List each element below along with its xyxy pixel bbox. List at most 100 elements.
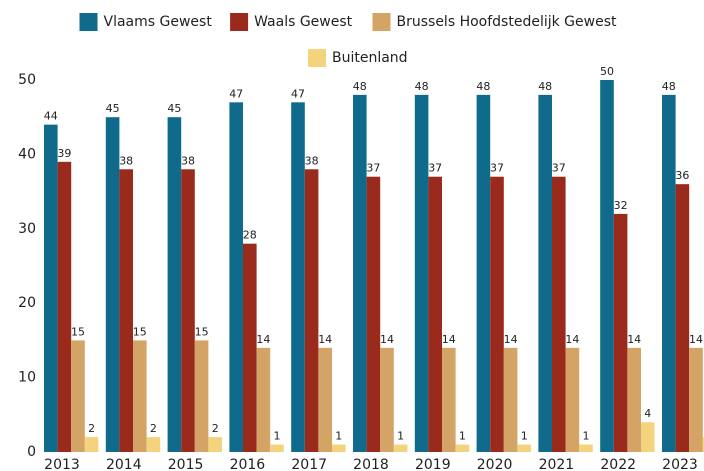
x-tick-label: 2023 — [662, 457, 698, 471]
bar — [702, 437, 704, 452]
data-label: 15 — [71, 325, 85, 338]
data-label: 48 — [662, 80, 676, 93]
data-label: 37 — [366, 162, 380, 175]
x-tick-label: 2022 — [600, 457, 636, 471]
x-tick-label: 2015 — [168, 457, 204, 471]
data-label: 44 — [44, 110, 58, 123]
bar — [270, 444, 284, 452]
data-label: 15 — [195, 325, 209, 338]
data-label: 1 — [274, 430, 281, 443]
bar — [146, 437, 161, 452]
bar — [256, 347, 271, 452]
x-tick-label: 2019 — [415, 457, 451, 471]
data-label: 39 — [57, 147, 71, 160]
x-tick-label: 2020 — [477, 457, 513, 471]
data-label: 14 — [565, 333, 579, 346]
bar — [579, 444, 593, 452]
bar — [565, 347, 580, 452]
data-label: 36 — [675, 169, 689, 182]
data-label: 1 — [397, 430, 404, 443]
bar — [332, 444, 346, 452]
data-label: 14 — [380, 333, 394, 346]
data-label: 1 — [459, 430, 466, 443]
bar — [689, 347, 703, 452]
data-label: 47 — [229, 87, 243, 100]
data-label: 14 — [627, 333, 641, 346]
bar — [393, 444, 408, 452]
bar — [71, 340, 85, 452]
bar — [304, 169, 319, 452]
x-tick-label: 2018 — [353, 457, 389, 471]
bar — [503, 347, 518, 452]
data-label: 2 — [88, 422, 95, 435]
bar — [476, 94, 491, 452]
bar — [181, 169, 195, 452]
bar — [119, 169, 133, 452]
x-tick-label: 2017 — [291, 457, 327, 471]
bar — [167, 117, 182, 452]
bar — [366, 176, 381, 452]
data-label: 32 — [614, 199, 628, 212]
data-label: 45 — [167, 102, 181, 115]
data-label: 38 — [181, 154, 195, 167]
legend-swatch — [230, 13, 249, 31]
bar — [291, 102, 305, 452]
bar — [380, 347, 394, 452]
bar — [455, 444, 470, 452]
bar — [194, 340, 209, 452]
bar — [57, 161, 72, 452]
data-label: 50 — [600, 65, 614, 78]
bar — [490, 176, 504, 452]
y-tick-label: 50 — [18, 72, 36, 88]
data-label: 14 — [318, 333, 332, 346]
bar — [442, 347, 456, 452]
legend-swatch — [308, 49, 326, 67]
data-label: 2 — [212, 422, 219, 435]
bar — [243, 243, 257, 452]
bar — [552, 176, 566, 452]
data-label: 4 — [644, 407, 651, 420]
bar — [353, 94, 367, 452]
data-label: 47 — [291, 87, 305, 100]
y-tick-label: 30 — [18, 221, 36, 237]
bar — [613, 213, 628, 452]
y-tick-label: 0 — [27, 444, 36, 460]
bar — [208, 437, 222, 452]
data-label: 1 — [521, 430, 528, 443]
data-label: 48 — [538, 80, 552, 93]
legend-label: Buitenland — [332, 50, 408, 66]
legend-swatch — [372, 13, 391, 31]
bar — [428, 176, 442, 452]
x-tick-label: 2016 — [230, 457, 266, 471]
data-label: 37 — [490, 162, 504, 175]
data-label: 1 — [583, 430, 590, 443]
data-label: 14 — [504, 333, 518, 346]
bar — [318, 347, 332, 452]
bar — [44, 124, 58, 452]
legend-label: Vlaams Gewest — [104, 14, 213, 30]
bar — [675, 184, 690, 452]
data-label: 28 — [243, 229, 257, 242]
bar — [84, 437, 99, 452]
x-tick-label: 2013 — [44, 457, 80, 471]
bar — [229, 102, 243, 452]
legend-label: Waals Gewest — [254, 14, 353, 30]
data-label: 15 — [133, 325, 147, 338]
data-label: 45 — [106, 102, 120, 115]
bar — [105, 117, 120, 452]
legend-swatch — [79, 13, 98, 31]
data-label: 1 — [335, 430, 342, 443]
y-tick-label: 40 — [18, 146, 36, 162]
bar — [600, 80, 614, 452]
data-label: 2 — [150, 422, 157, 435]
x-tick-label: 2021 — [539, 457, 575, 471]
data-label: 14 — [256, 333, 270, 346]
x-tick-label: 2014 — [106, 457, 142, 471]
data-label: 14 — [442, 333, 456, 346]
legend-label: Brussels Hoofdstedelijk Gewest — [397, 14, 617, 30]
data-label: 37 — [552, 162, 566, 175]
data-label: 37 — [428, 162, 442, 175]
bar — [641, 422, 655, 452]
bar — [414, 94, 429, 452]
data-label: 38 — [305, 154, 319, 167]
